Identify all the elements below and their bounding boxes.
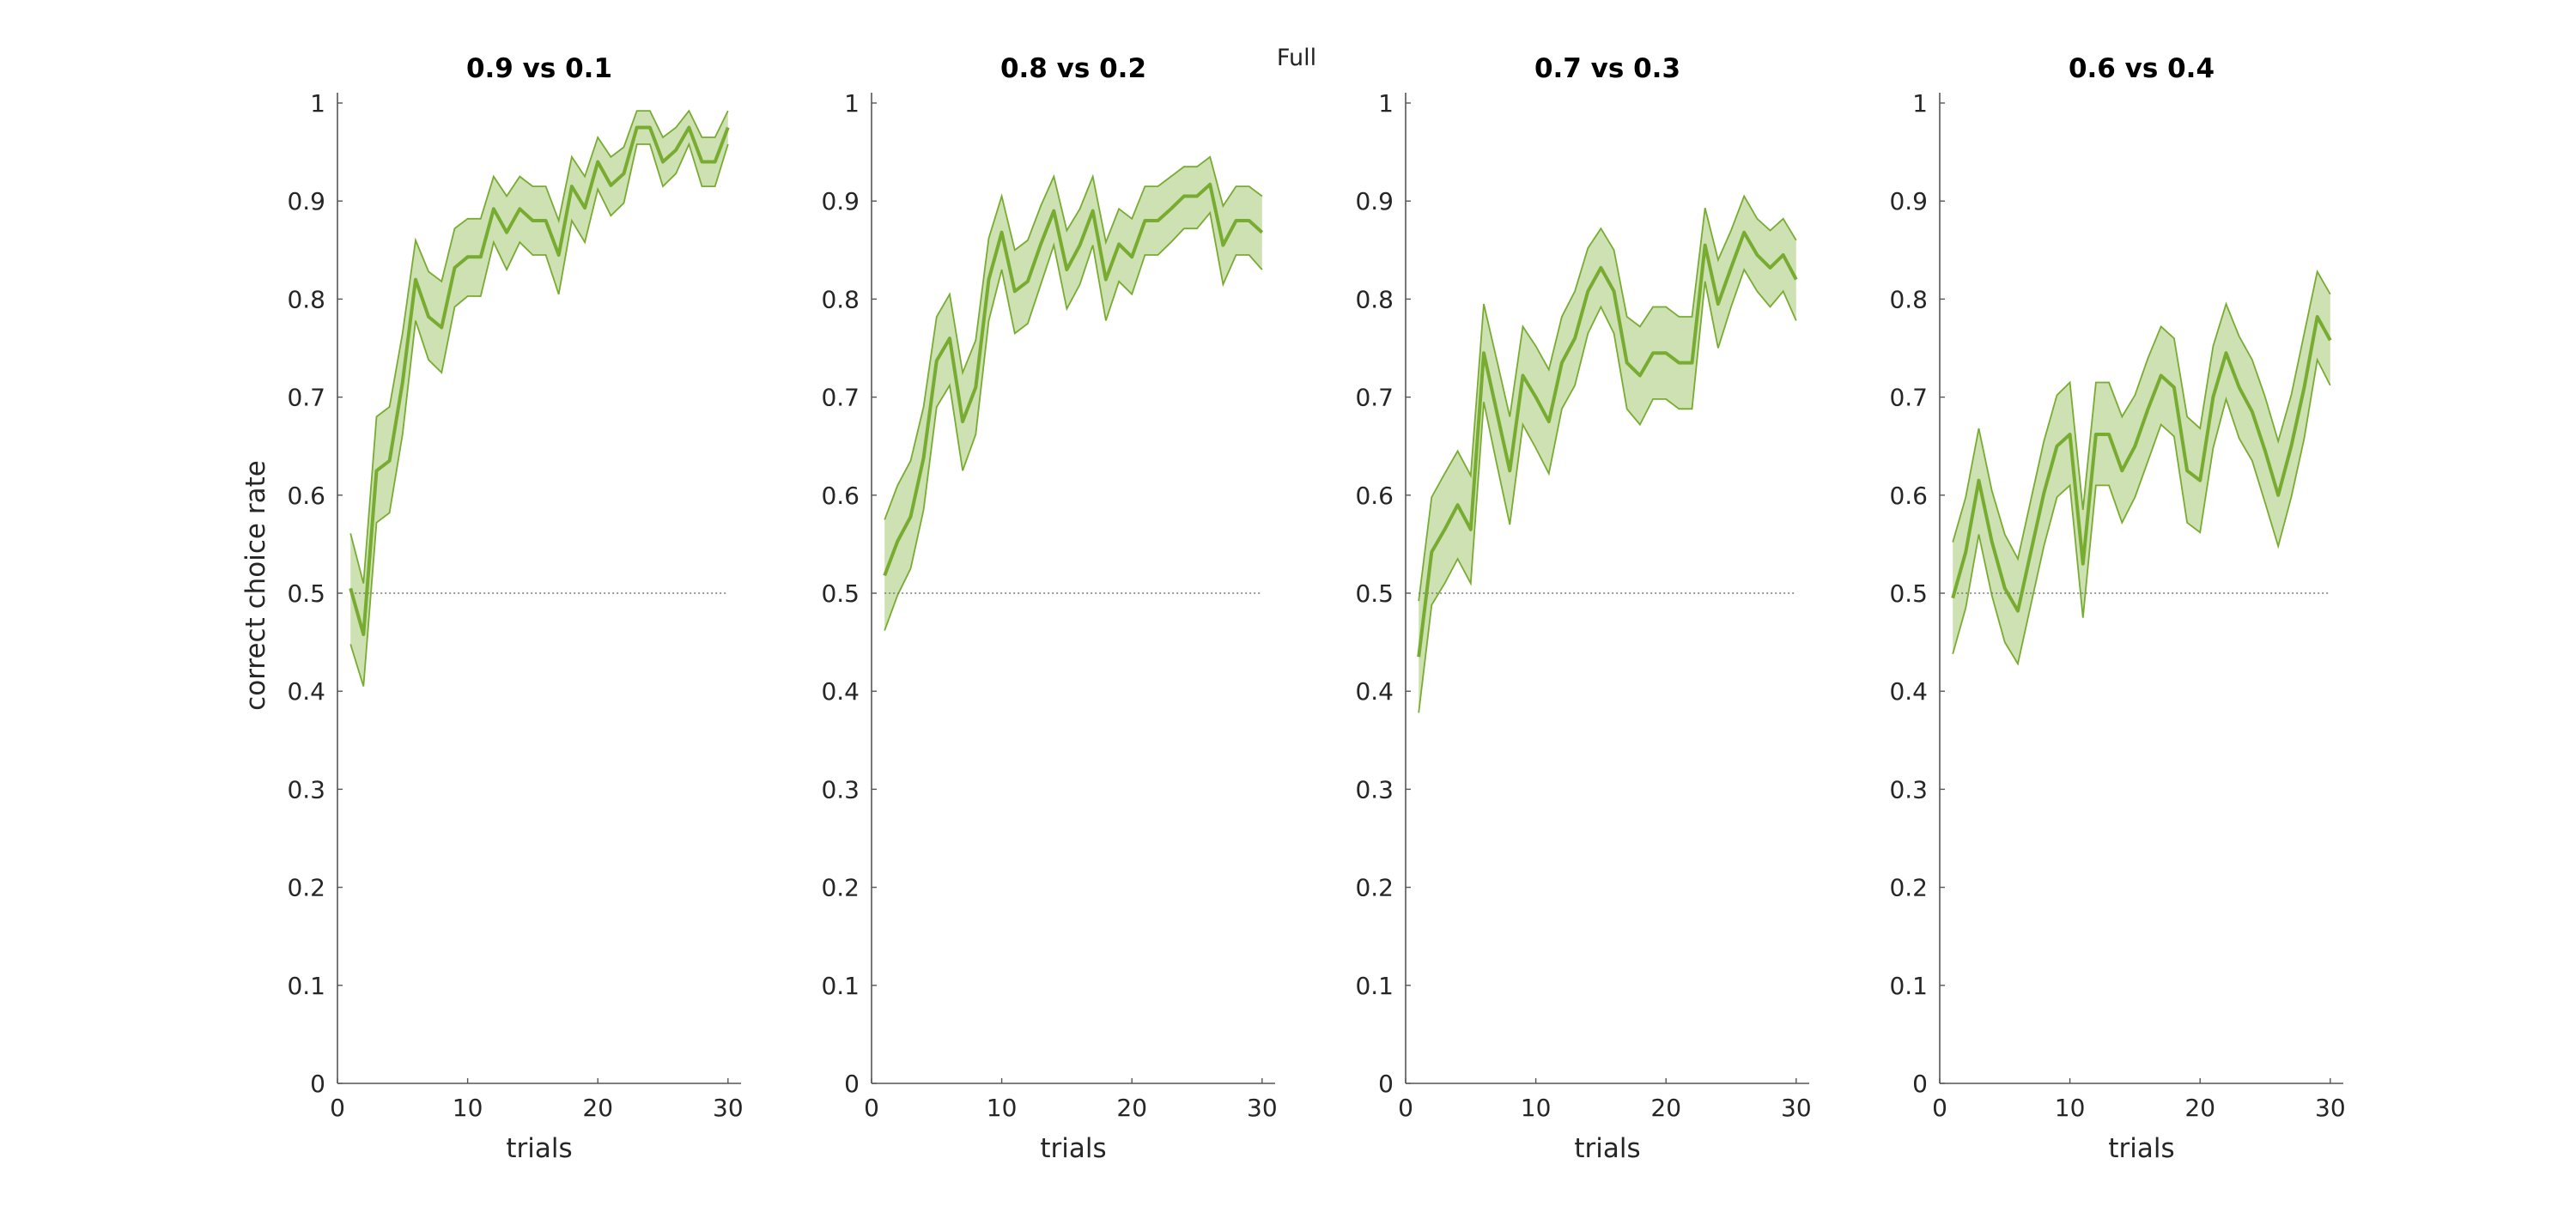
y-tick-label: 0.2 (1889, 874, 1928, 902)
mean-line (1417, 230, 1798, 658)
upper-bound-line (1418, 194, 1797, 602)
subplot-4: 00.10.20.30.40.50.60.70.80.910 10 20 300.6 … (1889, 53, 2345, 1164)
y-tick-label: 0.6 (1355, 482, 1394, 510)
subplot-2: 00.10.20.30.40.50.60.70.80.910 10 20 300.8 … (821, 53, 1277, 1164)
y-tick-label: 0.3 (287, 775, 325, 804)
subplot-title: 0.6 vs 0.4 (2069, 53, 2215, 84)
y-tick-label: 0.3 (821, 775, 860, 804)
y-tick-label: 0.8 (821, 285, 860, 313)
y-tick-label: 0.8 (287, 285, 325, 313)
y-tick-label: 0.9 (1355, 187, 1394, 215)
x-tick-label: 0 (330, 1094, 345, 1122)
y-tick-label: 0.2 (1355, 874, 1394, 902)
lower-bound-line (349, 142, 729, 687)
x-tick-label: 0 (1932, 1094, 1947, 1122)
x-tick-label: 0 (864, 1094, 879, 1122)
y-tick-label: 0.9 (1889, 187, 1928, 215)
y-tick-label: 0 (1378, 1070, 1394, 1098)
y-tick-label: 0.2 (287, 874, 325, 902)
x-tick-label: 30 (713, 1094, 744, 1122)
y-tick-label: 0.7 (287, 384, 325, 412)
y-tick-label: 0.5 (1889, 579, 1928, 608)
y-tick-label: 0.1 (287, 972, 325, 1000)
x-tick-label: 0 (1398, 1094, 1413, 1122)
lower-bound-line (1952, 357, 2331, 666)
confidence-band (884, 156, 1262, 631)
x-axis-label: trials (506, 1133, 572, 1164)
x-tick-label: 10 (453, 1094, 483, 1122)
x-tick-label: 20 (2184, 1094, 2215, 1122)
subplot-title: 0.9 vs 0.1 (466, 53, 612, 84)
x-tick-label: 30 (1781, 1094, 1812, 1122)
y-tick-label: 0.1 (821, 972, 860, 1000)
y-tick-label: 0 (310, 1070, 325, 1098)
y-tick-label: 0.5 (821, 579, 860, 608)
y-tick-label: 0.8 (1889, 285, 1928, 313)
subplot-3: 00.10.20.30.40.50.60.70.80.910 10 20 300.7 … (1355, 53, 1811, 1164)
lower-bound-line (884, 210, 1263, 631)
subplot-1: 00.10.20.30.40.50.60.70.80.910 10 20 300.9 … (240, 53, 744, 1164)
y-tick-label: 0 (844, 1070, 860, 1098)
x-tick-label: 10 (2055, 1094, 2086, 1122)
confidence-band (1953, 271, 2330, 664)
y-tick-label: 0.1 (1889, 972, 1928, 1000)
mean-line (883, 182, 1264, 577)
y-tick-label: 0.6 (287, 482, 325, 510)
y-tick-label: 0.9 (821, 187, 860, 215)
mean-line (349, 125, 730, 636)
x-tick-label: 10 (987, 1094, 1018, 1122)
y-tick-label: 1 (1912, 89, 1928, 118)
y-tick-label: 1 (844, 89, 860, 118)
y-tick-label: 0.5 (1355, 579, 1394, 608)
y-tick-label: 0.4 (821, 677, 860, 706)
upper-bound-line (884, 155, 1263, 520)
subplot-title: 0.7 vs 0.3 (1534, 53, 1680, 84)
y-tick-label: 0 (1912, 1070, 1928, 1098)
figure-suptitle: Full (1276, 45, 1317, 71)
subplot-title: 0.8 vs 0.2 (1000, 53, 1146, 84)
y-tick-label: 0.5 (287, 579, 325, 608)
confidence-band (350, 111, 728, 687)
mean-line (1951, 315, 2332, 613)
y-tick-label: 0.6 (1889, 482, 1928, 510)
y-tick-label: 0.2 (821, 874, 860, 902)
y-tick-label: 0.4 (1355, 677, 1394, 706)
upper-bound-line (1952, 269, 2331, 561)
x-tick-label: 30 (2315, 1094, 2346, 1122)
x-axis-label: trials (1574, 1133, 1640, 1164)
y-tick-label: 0.1 (1355, 972, 1394, 1000)
y-tick-label: 0.3 (1889, 775, 1928, 804)
y-tick-label: 0.4 (287, 677, 325, 706)
upper-bound-line (349, 109, 729, 584)
y-tick-label: 1 (310, 89, 325, 118)
x-tick-label: 20 (1650, 1094, 1681, 1122)
y-axis-label: correct choice rate (240, 460, 271, 711)
x-tick-label: 30 (1247, 1094, 1278, 1122)
y-tick-label: 0.7 (1355, 384, 1394, 412)
confidence-band (1419, 196, 1796, 713)
y-tick-label: 0.3 (1355, 775, 1394, 804)
x-tick-label: 20 (582, 1094, 613, 1122)
x-tick-label: 20 (1116, 1094, 1147, 1122)
x-tick-label: 10 (1521, 1094, 1552, 1122)
y-tick-label: 0.8 (1355, 285, 1394, 313)
y-tick-label: 0.7 (1889, 384, 1928, 412)
y-tick-label: 0.9 (287, 187, 325, 215)
x-axis-label: trials (2108, 1133, 2174, 1164)
y-tick-label: 0.4 (1889, 677, 1928, 706)
y-tick-label: 0.6 (821, 482, 860, 510)
x-axis-label: trials (1040, 1133, 1106, 1164)
y-tick-label: 0.7 (821, 384, 860, 412)
y-tick-label: 1 (1378, 89, 1394, 118)
lower-bound-line (1418, 267, 1797, 713)
